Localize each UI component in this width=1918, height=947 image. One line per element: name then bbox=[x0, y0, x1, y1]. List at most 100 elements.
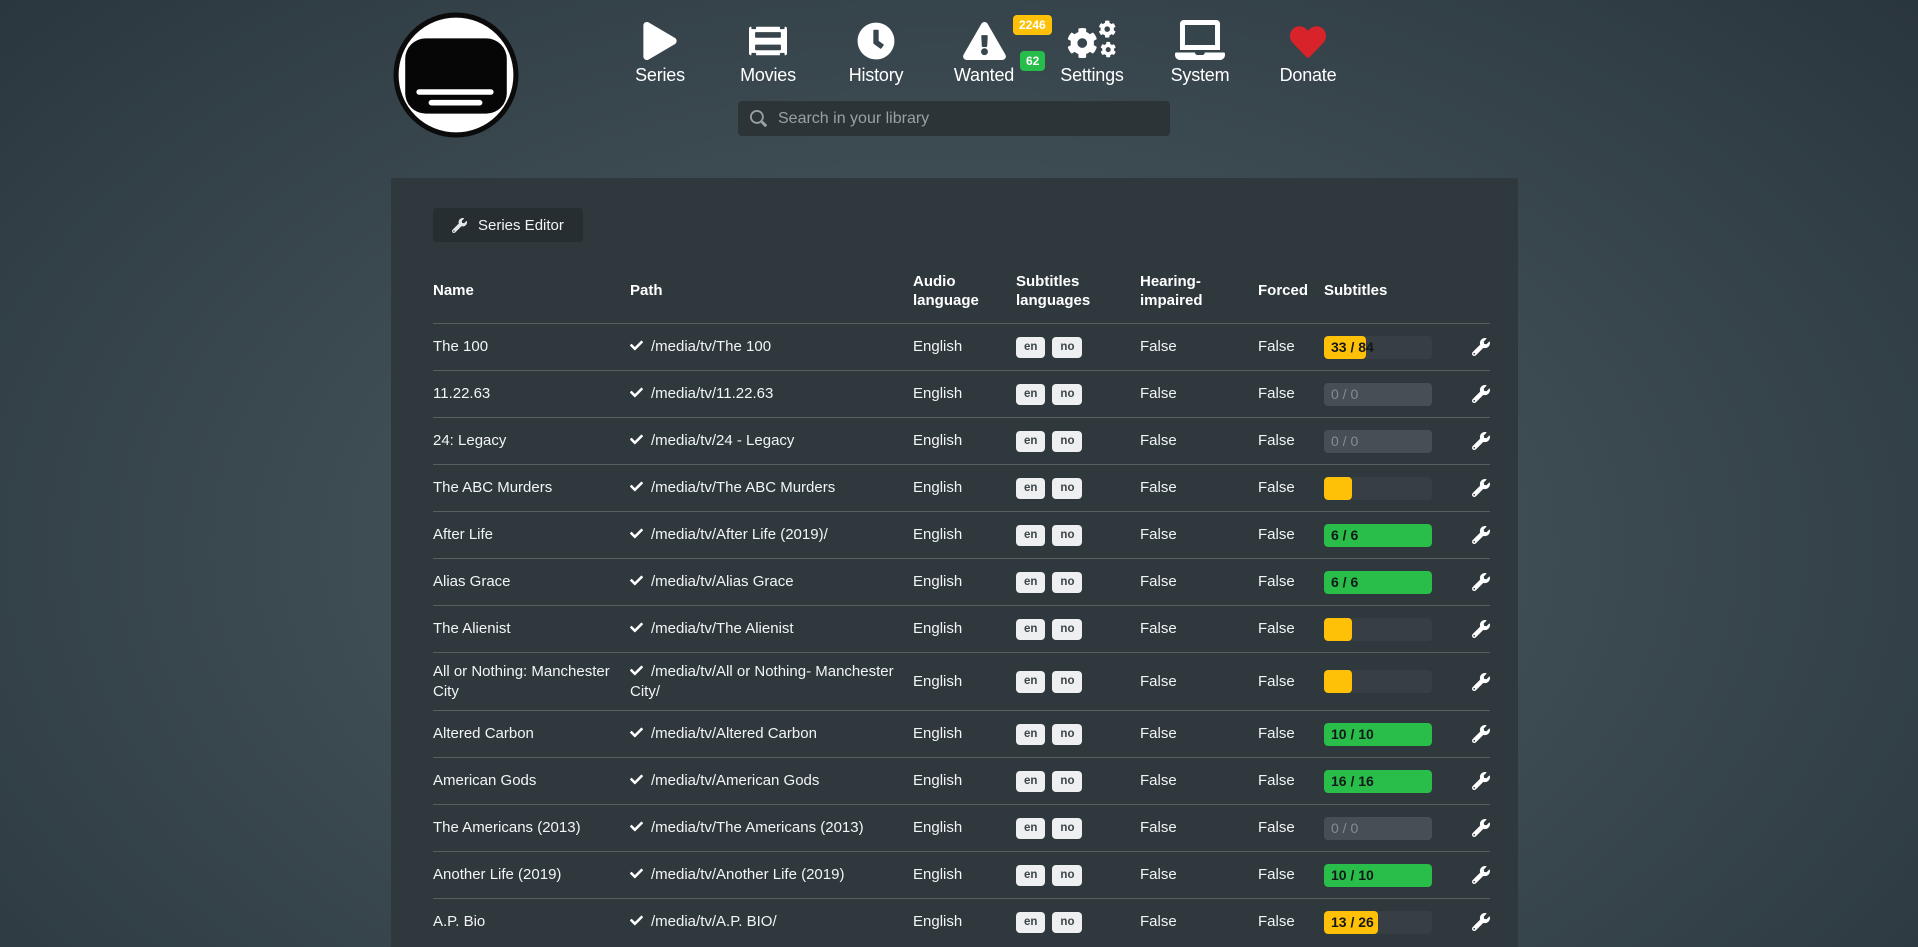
forced-value: False bbox=[1258, 479, 1295, 497]
nav-item-series[interactable]: Series bbox=[606, 14, 714, 86]
subtitles-progress-fill bbox=[1324, 570, 1432, 594]
series-path: /media/tv/Altered Carbon bbox=[630, 715, 913, 753]
wrench-icon[interactable] bbox=[1472, 866, 1490, 884]
series-name[interactable]: All or Nothing: Manchester City bbox=[433, 663, 610, 700]
language-badge: no bbox=[1052, 618, 1083, 641]
forced-value: False bbox=[1258, 913, 1295, 931]
audio-language-value: English bbox=[913, 385, 963, 403]
wrench-icon[interactable] bbox=[1472, 725, 1490, 743]
series-path: /media/tv/Another Life (2019) bbox=[630, 856, 913, 894]
series-name[interactable]: The 100 bbox=[433, 338, 489, 356]
subtitles-progress-fill bbox=[1324, 722, 1432, 746]
subtitles-progress-bar: 0 / 0 bbox=[1324, 382, 1432, 406]
wrench-icon[interactable] bbox=[1472, 913, 1490, 931]
language-badge: en bbox=[1016, 864, 1046, 887]
wrench-icon[interactable] bbox=[1472, 432, 1490, 450]
subtitles-progress-bar: 16 / 16 bbox=[1324, 769, 1432, 793]
language-badge: en bbox=[1016, 477, 1046, 500]
table-row: Alias Grace /media/tv/Alias Grace Englis… bbox=[433, 558, 1490, 605]
check-icon bbox=[630, 867, 643, 880]
subtitles-cell: 33 / 84 bbox=[1324, 327, 1455, 368]
subtitles-progress-bar: 10 / 10 bbox=[1324, 722, 1432, 746]
check-icon bbox=[630, 664, 643, 677]
forced-value: False bbox=[1258, 772, 1295, 790]
language-badge: en bbox=[1016, 571, 1046, 594]
column-header: Name bbox=[433, 282, 474, 300]
wrench-icon[interactable] bbox=[1472, 772, 1490, 790]
heart-icon bbox=[1289, 24, 1327, 60]
language-badge: no bbox=[1052, 336, 1083, 359]
series-name[interactable]: Another Life (2019) bbox=[433, 866, 562, 884]
audio-language-value: English bbox=[913, 620, 963, 638]
nav-item-history[interactable]: History bbox=[822, 14, 930, 86]
series-name[interactable]: The Americans (2013) bbox=[433, 819, 581, 837]
nav-label: Movies bbox=[740, 65, 796, 85]
series-name[interactable]: American Gods bbox=[433, 772, 537, 790]
subtitles-cell: 13 / 26 bbox=[1324, 902, 1455, 943]
wrench-icon[interactable] bbox=[1472, 479, 1490, 497]
nav-item-wanted[interactable]: Wanted 2246 62 bbox=[930, 14, 1052, 86]
series-path-text: /media/tv/11.22.63 bbox=[651, 385, 774, 403]
series-name[interactable]: After Life bbox=[433, 526, 494, 544]
subtitles-languages-cell: en no bbox=[1016, 902, 1140, 943]
subtitles-progress-fill bbox=[1324, 863, 1432, 887]
table-row: 11.22.63 /media/tv/11.22.63 English en no… bbox=[433, 370, 1490, 417]
series-path-text: /media/tv/After Life (2019)/ bbox=[651, 526, 828, 544]
search-input[interactable] bbox=[778, 109, 1158, 128]
subtitles-progress-label: 0 / 0 bbox=[1331, 819, 1359, 836]
series-editor-button[interactable]: Series Editor bbox=[433, 208, 583, 242]
subtitles-progress-bar: 6 / 6 bbox=[1324, 570, 1432, 594]
subtitles-languages-cell: en no bbox=[1016, 374, 1140, 415]
hearing-impaired-value: False bbox=[1140, 672, 1177, 690]
subtitles-cell: 6 / 6 bbox=[1324, 562, 1455, 603]
hearing-impaired-value: False bbox=[1140, 338, 1177, 356]
wrench-icon[interactable] bbox=[1472, 819, 1490, 837]
forced-value: False bbox=[1258, 526, 1295, 544]
hearing-impaired-value: False bbox=[1140, 620, 1177, 638]
wrench-icon[interactable] bbox=[1472, 526, 1490, 544]
nav-label: System bbox=[1170, 65, 1230, 85]
hearing-impaired-value: False bbox=[1140, 819, 1177, 837]
wrench-icon[interactable] bbox=[1472, 620, 1490, 638]
subtitles-cell bbox=[1324, 468, 1455, 509]
hearing-impaired-value: False bbox=[1140, 526, 1177, 544]
series-table: Name Path Audio language Subtitles language… bbox=[433, 260, 1490, 945]
check-icon bbox=[630, 820, 643, 833]
series-name[interactable]: Alias Grace bbox=[433, 573, 511, 591]
wrench-icon[interactable] bbox=[1472, 673, 1490, 691]
forced-value: False bbox=[1258, 620, 1295, 638]
series-name[interactable]: 11.22.63 bbox=[433, 385, 491, 403]
wrench-icon[interactable] bbox=[1472, 338, 1490, 356]
language-badge: en bbox=[1016, 911, 1046, 934]
series-name[interactable]: Altered Carbon bbox=[433, 725, 534, 743]
audio-language-value: English bbox=[913, 866, 963, 884]
forced-value: False bbox=[1258, 338, 1295, 356]
check-icon bbox=[630, 773, 643, 786]
nav-item-system[interactable]: System bbox=[1146, 14, 1254, 86]
subtitles-progress-fill bbox=[1324, 476, 1353, 500]
nav-item-movies[interactable]: Movies bbox=[714, 14, 822, 86]
table-row: A.P. Bio /media/tv/A.P. BIO/ English en n… bbox=[433, 898, 1490, 945]
wrench-icon[interactable] bbox=[1472, 573, 1490, 591]
warning-icon bbox=[963, 22, 1006, 60]
series-name[interactable]: 24: Legacy bbox=[433, 432, 507, 450]
subtitles-progress-fill bbox=[1324, 617, 1353, 641]
hearing-impaired-value: False bbox=[1140, 866, 1177, 884]
series-name[interactable]: A.P. Bio bbox=[433, 913, 486, 931]
hearing-impaired-value: False bbox=[1140, 432, 1177, 450]
app-logo[interactable] bbox=[392, 11, 520, 139]
nav-item-donate[interactable]: Donate bbox=[1254, 14, 1362, 86]
series-name[interactable]: The ABC Murders bbox=[433, 479, 553, 497]
wrench-icon[interactable] bbox=[1472, 385, 1490, 403]
table-row: The Alienist /media/tv/The Alienist Engl… bbox=[433, 605, 1490, 652]
subtitles-cell: 0 / 0 bbox=[1324, 421, 1455, 462]
hearing-impaired-value: False bbox=[1140, 725, 1177, 743]
subtitles-progress-fill bbox=[1324, 670, 1353, 693]
subtitles-progress-label: 6 / 6 bbox=[1331, 526, 1359, 543]
series-name[interactable]: The Alienist bbox=[433, 620, 511, 638]
nav-item-settings[interactable]: Settings bbox=[1038, 14, 1146, 86]
subtitles-progress-bar bbox=[1324, 670, 1432, 693]
forced-value: False bbox=[1258, 385, 1295, 403]
subtitles-cell: 16 / 16 bbox=[1324, 761, 1455, 802]
audio-language-value: English bbox=[913, 819, 963, 837]
